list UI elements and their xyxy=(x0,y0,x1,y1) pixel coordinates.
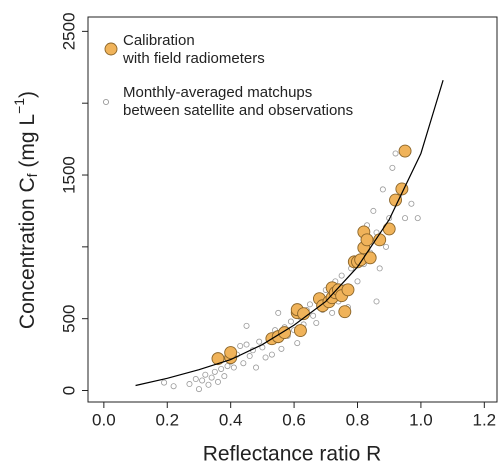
matchup-point xyxy=(199,377,206,384)
matchup-point xyxy=(205,381,212,388)
matchup-point xyxy=(192,376,199,383)
y-label-sub: f xyxy=(24,173,40,177)
x-tick-label: 0.0 xyxy=(92,410,116,429)
fit-curve xyxy=(135,80,444,387)
matchup-point xyxy=(268,351,275,358)
matchup-point xyxy=(306,301,313,308)
x-tick-label: 0.4 xyxy=(219,410,243,429)
matchup-point xyxy=(275,309,282,316)
legend-label: with field radiometers xyxy=(122,50,265,67)
matchup-point xyxy=(246,353,253,360)
calibration-point xyxy=(382,222,396,236)
matchup-point xyxy=(278,345,285,352)
matchup-point xyxy=(221,373,228,380)
y-tick-label: 2500 xyxy=(59,12,78,50)
matchup-point xyxy=(389,164,396,171)
matchup-point xyxy=(243,341,250,348)
plot-frame xyxy=(87,16,498,403)
y-label-sup: −1 xyxy=(11,98,27,114)
matchup-point xyxy=(161,379,168,386)
matchup-point xyxy=(195,386,202,393)
matchup-point xyxy=(208,374,215,381)
matchup-point xyxy=(370,207,377,214)
matchup-point xyxy=(408,200,415,207)
matchup-point xyxy=(402,215,409,222)
x-tick-label: 1.0 xyxy=(409,410,433,429)
matchup-point xyxy=(230,364,237,371)
matchup-point xyxy=(253,364,260,371)
calibration-point xyxy=(293,324,307,338)
matchup-point xyxy=(392,150,399,157)
matchup-point xyxy=(211,368,218,375)
matchup-point xyxy=(240,360,247,367)
y-label-unit: (mg L xyxy=(16,114,39,174)
y-label-main: Concentration C xyxy=(16,177,39,329)
matchup-point xyxy=(224,363,231,370)
y-tick-label: 0 xyxy=(59,386,78,395)
matchup-point xyxy=(256,338,263,345)
x-axis-label: Reflectance ratio R xyxy=(203,443,382,466)
legend-marker xyxy=(102,98,110,106)
matchup-point xyxy=(243,322,250,329)
legend-label: Calibration xyxy=(123,32,195,49)
matchup-point xyxy=(354,278,361,285)
calibration-point xyxy=(338,305,352,319)
matchup-point xyxy=(170,383,177,390)
calibration-point xyxy=(389,193,402,207)
matchup-point xyxy=(379,186,386,193)
x-tick-label: 0.8 xyxy=(346,410,370,429)
matchup-point xyxy=(218,365,225,372)
matchup-point xyxy=(329,309,336,316)
calibration-point xyxy=(224,346,238,360)
matchup-point xyxy=(294,340,301,347)
matchup-point xyxy=(287,318,294,325)
calibration-point xyxy=(341,283,355,297)
calibration-point xyxy=(398,144,412,158)
y-label-end: ) xyxy=(16,91,39,98)
matchup-point xyxy=(338,272,345,279)
matchup-point xyxy=(186,381,193,388)
y-tick-label: 500 xyxy=(59,304,78,332)
matchup-point xyxy=(310,312,317,319)
legend-label: between satellite and observations xyxy=(123,102,353,119)
y-tick-label: 1500 xyxy=(59,156,78,194)
matchup-point xyxy=(237,342,244,349)
matchup-point xyxy=(313,319,320,326)
x-tick-label: 1.2 xyxy=(472,410,496,429)
matchup-point xyxy=(262,354,269,361)
matchup-point xyxy=(202,371,209,378)
x-tick-label: 0.2 xyxy=(155,410,179,429)
legend-label: Monthly-averaged matchups xyxy=(123,84,312,101)
matchup-point xyxy=(376,265,383,272)
matchup-point xyxy=(214,378,221,385)
matchup-point xyxy=(383,243,390,250)
matchup-point xyxy=(373,298,380,305)
calibration-point xyxy=(360,233,374,247)
x-tick-label: 0.6 xyxy=(282,410,306,429)
calibration-point xyxy=(211,352,225,366)
matchup-point xyxy=(414,215,421,222)
y-axis-label: Concentration Cf (mg L−1) xyxy=(11,91,40,329)
legend-marker xyxy=(104,42,118,56)
